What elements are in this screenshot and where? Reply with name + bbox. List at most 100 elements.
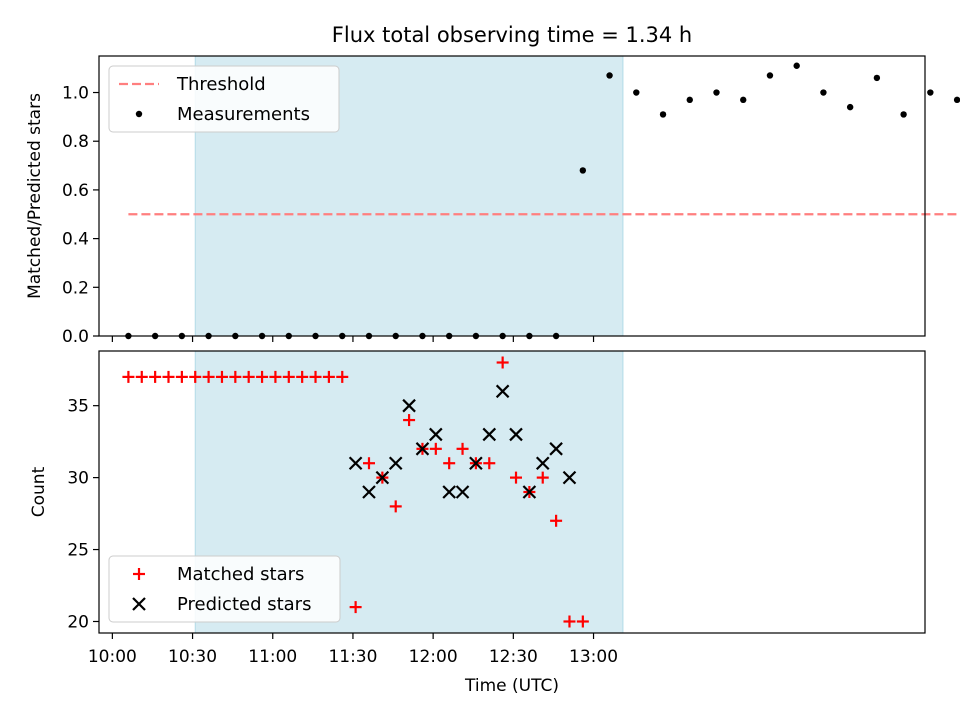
measurement-point xyxy=(686,96,693,104)
matched-star-point xyxy=(362,457,375,470)
top-axes-frame xyxy=(98,55,926,337)
measurement-point xyxy=(766,72,774,79)
matched-star-point xyxy=(576,615,589,628)
measurement-point xyxy=(740,96,747,104)
matched-star-point xyxy=(536,471,549,484)
predicted-star-mark xyxy=(362,485,376,499)
top-legend-label: Threshold xyxy=(176,74,266,95)
predicted-star-point xyxy=(482,427,497,442)
x-tick-label: 12:00 xyxy=(409,647,458,667)
matched-star-point xyxy=(456,442,469,455)
x-tick-label: 12:30 xyxy=(489,647,538,667)
measurement-point xyxy=(633,89,640,96)
matched-star-point xyxy=(309,370,322,383)
predicted-star-point xyxy=(549,442,563,456)
bottom-panel: 20 25 30 35 10:00 10:30 11:00 11:30 12:00 12:30 13… xyxy=(67,350,926,667)
top-legend xyxy=(108,65,340,133)
predicted-star-mark xyxy=(495,384,510,399)
matched-star-point xyxy=(202,370,215,383)
matched-star-point xyxy=(282,370,295,383)
predicted-star-mark xyxy=(562,470,577,485)
predicted-star-point xyxy=(469,456,483,471)
predicted-star-point xyxy=(442,485,456,499)
x-axis-label: Time (UTC) xyxy=(464,676,559,696)
predicted-star-point xyxy=(562,470,577,485)
matched-star-point xyxy=(269,370,282,383)
measurement-point xyxy=(927,89,934,96)
matched-star-point xyxy=(122,370,135,383)
top-y-tick-label: 0.6 xyxy=(62,181,89,201)
bottom-y-tick-label: 25 xyxy=(67,541,89,561)
top-y-tick-label: 1.0 xyxy=(62,84,89,104)
predicted-star-mark xyxy=(509,427,523,442)
matched-star-point xyxy=(510,471,523,484)
predicted-star-mark xyxy=(388,456,403,471)
measurement-point xyxy=(873,74,881,82)
predicted-star-point xyxy=(495,384,510,399)
top-y-axis-label: Matched/Predicted stars xyxy=(25,93,45,299)
predicted-star-point xyxy=(402,398,416,413)
predicted-star-mark xyxy=(455,485,470,499)
matched-star-point xyxy=(175,370,188,383)
measurement-point xyxy=(659,111,667,118)
matched-star-point xyxy=(550,514,563,527)
measurement-point xyxy=(606,72,613,79)
measurement-point xyxy=(900,111,907,118)
matched-star-point xyxy=(429,442,442,455)
predicted-star-mark xyxy=(429,427,443,442)
top-y-tick-label: 0.0 xyxy=(62,327,89,347)
predicted-star-mark xyxy=(522,485,537,499)
top-panel: 0.0 0.2 0.4 0.6 0.8 1.0 Threshold Measurements xyxy=(62,55,960,347)
matched-star-point xyxy=(336,370,349,383)
predicted-star-mark xyxy=(535,456,550,471)
matched-star-point xyxy=(296,370,309,383)
top-y-tick-label: 0.8 xyxy=(62,132,89,152)
predicted-star-point xyxy=(375,470,390,485)
chart-title: Flux total observing time = 1.34 h xyxy=(332,23,692,47)
x-tick-label: 10:00 xyxy=(88,647,137,667)
bottom-y-axis-label: Count xyxy=(29,466,49,517)
matched-star-point xyxy=(443,457,456,470)
matched-star-point xyxy=(242,370,255,383)
matched-star-point xyxy=(403,414,416,427)
predicted-star-mark xyxy=(402,398,416,413)
bottom-y-tick-label: 35 xyxy=(67,397,89,417)
measurement-point xyxy=(713,89,720,96)
matched-star-point xyxy=(229,370,242,383)
predicted-star-point xyxy=(348,456,363,471)
matched-star-point xyxy=(496,356,509,369)
predicted-star-point xyxy=(388,456,403,471)
predicted-star-mark xyxy=(348,456,363,471)
x-tick-label: 13:00 xyxy=(569,647,618,667)
predicted-star-point xyxy=(415,442,430,456)
predicted-star-point xyxy=(509,427,523,442)
measurement-point xyxy=(793,62,800,69)
predicted-star-point xyxy=(535,456,550,471)
matched-star-point xyxy=(162,370,175,383)
matched-star-point xyxy=(256,370,269,383)
predicted-star-point xyxy=(362,485,376,499)
bottom-y-tick-label: 20 xyxy=(67,612,89,632)
measurement-point xyxy=(820,89,827,96)
top-y-tick-label: 0.4 xyxy=(62,230,89,250)
bottom-axes-frame xyxy=(98,350,926,634)
predicted-star-mark xyxy=(442,485,456,499)
matched-star-point xyxy=(483,457,496,470)
top-y-tick-label: 0.2 xyxy=(62,278,89,298)
top-legend-swatch xyxy=(135,110,143,118)
x-tick-label: 11:30 xyxy=(328,647,377,667)
measurement-point xyxy=(953,96,960,104)
measurement-point xyxy=(846,103,854,111)
matched-star-point xyxy=(563,615,576,628)
matched-star-point xyxy=(135,370,148,383)
x-tick-label: 10:30 xyxy=(168,647,217,667)
bottom-legend xyxy=(108,555,341,623)
predicted-star-point xyxy=(429,427,443,442)
matched-star-point xyxy=(389,500,402,513)
matched-star-point xyxy=(189,370,202,383)
predicted-star-mark xyxy=(549,442,563,456)
matched-star-point xyxy=(322,370,335,383)
matched-star-point xyxy=(215,370,228,383)
x-tick-label: 11:00 xyxy=(248,647,297,667)
matched-star-point xyxy=(149,370,162,383)
